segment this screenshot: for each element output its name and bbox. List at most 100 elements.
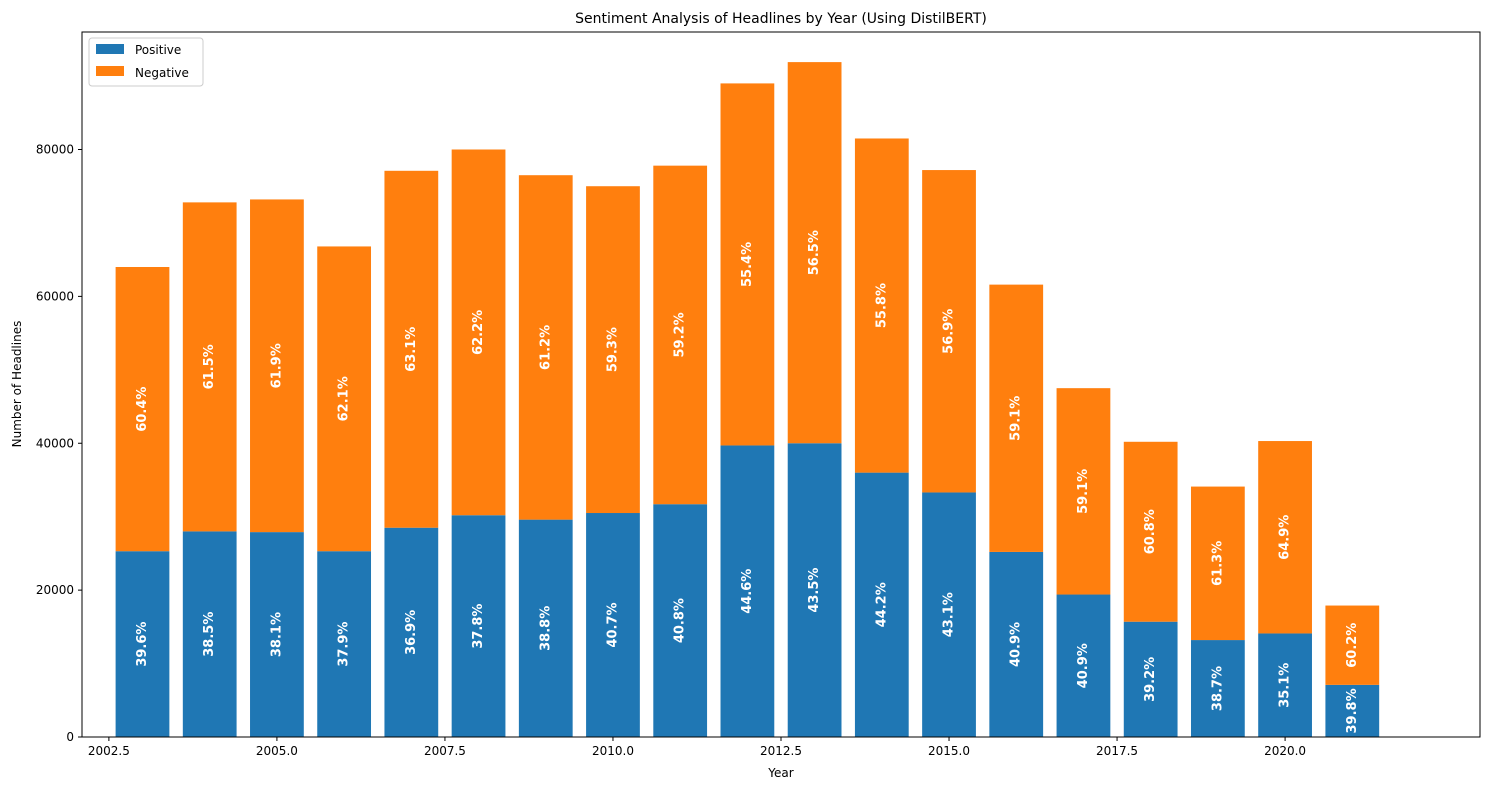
bar-label-negative-2008: 62.2%	[471, 310, 486, 355]
bar-positive-2014	[854, 472, 909, 737]
bar-positive-2019	[1190, 640, 1245, 737]
bar-label-positive-2015: 43.1%	[942, 592, 957, 637]
bar-negative-2017	[1056, 388, 1111, 595]
x-tick-label: 2005.0	[256, 744, 298, 758]
bar-negative-2014	[854, 138, 909, 473]
bar-positive-2005	[250, 532, 304, 737]
y-tick-label: 80000	[36, 143, 74, 157]
bar-negative-2016	[989, 284, 1044, 552]
bar-positive-2007	[384, 527, 439, 737]
bar-positive-2008	[451, 515, 506, 737]
bar-label-negative-2012: 55.4%	[740, 242, 755, 287]
y-tick-label: 60000	[36, 289, 74, 303]
bar-positive-2009	[518, 519, 573, 737]
bar-label-negative-2019: 61.3%	[1210, 541, 1225, 586]
bar-label-positive-2005: 38.1%	[269, 612, 284, 657]
bar-label-positive-2020: 35.1%	[1278, 663, 1293, 708]
bar-label-positive-2009: 38.8%	[538, 606, 553, 651]
bar-positive-2004	[182, 531, 237, 737]
bar-negative-2008	[451, 149, 506, 516]
bar-label-negative-2005: 61.9%	[269, 343, 284, 388]
bar-negative-2021	[1325, 605, 1380, 685]
bar-negative-2013	[787, 62, 842, 444]
bar-label-positive-2016: 40.9%	[1009, 622, 1024, 667]
bar-label-negative-2007: 63.1%	[404, 327, 419, 372]
x-tick-label: 2017.5	[1096, 744, 1138, 758]
bar-negative-2005	[250, 199, 304, 533]
bar-positive-2012	[720, 445, 775, 737]
bar-label-negative-2014: 55.8%	[874, 283, 889, 328]
x-tick-label: 2010.0	[592, 744, 634, 758]
bar-label-positive-2008: 37.8%	[471, 604, 486, 649]
bar-label-negative-2004: 61.5%	[202, 344, 217, 389]
x-tick-label: 2020.0	[1264, 744, 1306, 758]
bar-label-negative-2021: 60.2%	[1345, 623, 1360, 668]
bar-positive-2011	[653, 504, 708, 737]
y-axis-title: Number of Headlines	[10, 321, 24, 448]
bar-label-negative-2016: 59.1%	[1009, 396, 1024, 441]
x-tick-label: 2015.0	[928, 744, 970, 758]
bar-label-negative-2020: 64.9%	[1278, 515, 1293, 560]
chart-title: Sentiment Analysis of Headlines by Year …	[575, 11, 987, 27]
bar-label-positive-2019: 38.7%	[1210, 666, 1225, 711]
y-tick-label: 40000	[36, 436, 74, 450]
x-tick-label: 2007.5	[424, 744, 466, 758]
bar-label-negative-2010: 59.3%	[605, 327, 620, 372]
bar-negative-2010	[586, 186, 640, 514]
x-axis-title: Year	[767, 766, 793, 780]
legend-swatch-negative	[96, 66, 124, 76]
y-tick-label: 20000	[36, 583, 74, 597]
bar-positive-2003	[115, 551, 170, 737]
legend-label-negative: Negative	[135, 66, 189, 80]
bars-layer	[115, 62, 1380, 737]
bar-label-positive-2011: 40.8%	[673, 598, 688, 643]
bar-label-positive-2006: 37.9%	[337, 622, 352, 667]
bar-negative-2011	[653, 165, 708, 505]
legend-label-positive: Positive	[135, 43, 181, 57]
bar-positive-2018	[1123, 621, 1178, 737]
bar-label-positive-2018: 39.2%	[1143, 657, 1158, 702]
bar-label-positive-2007: 36.9%	[404, 610, 419, 655]
bar-negative-2018	[1123, 441, 1178, 622]
y-tick-label: 0	[66, 730, 74, 744]
bar-negative-2006	[317, 246, 372, 552]
bar-positive-2006	[317, 551, 372, 737]
bar-negative-2020	[1258, 441, 1312, 634]
x-tick-label: 2012.5	[760, 744, 802, 758]
legend: Positive Negative	[88, 37, 204, 87]
bar-label-negative-2011: 59.2%	[673, 312, 688, 357]
bar-label-positive-2014: 44.2%	[874, 582, 889, 627]
bar-positive-2017	[1056, 594, 1111, 737]
percentage-labels-layer: 39.6% 60.4% 38.5% 61.5% 38.1% 61.9% 37.9% 62.1%…	[135, 230, 1360, 733]
bar-label-negative-2003: 60.4%	[135, 387, 150, 432]
bar-label-negative-2015: 56.9%	[942, 309, 957, 354]
x-axis: 2002.5 2005.0 2007.5 2010.0 2012.5 2015.0 2017…	[88, 737, 1306, 758]
bar-positive-2020	[1258, 633, 1312, 737]
bar-positive-2013	[787, 443, 842, 737]
bar-label-positive-2017: 40.9%	[1076, 643, 1091, 688]
bar-label-positive-2013: 43.5%	[807, 568, 822, 613]
bar-label-positive-2010: 40.7%	[605, 602, 620, 647]
bar-label-positive-2012: 44.6%	[740, 569, 755, 614]
legend-swatch-positive	[96, 44, 124, 54]
bar-positive-2015	[922, 492, 976, 737]
bar-label-negative-2006: 62.1%	[337, 376, 352, 421]
bar-label-negative-2009: 61.2%	[538, 325, 553, 370]
bar-negative-2015	[922, 170, 976, 493]
bar-label-positive-2003: 39.6%	[135, 622, 150, 667]
bar-negative-2004	[182, 202, 237, 532]
bar-label-positive-2021: 39.8%	[1345, 688, 1360, 733]
x-tick-label: 2002.5	[88, 744, 130, 758]
bar-positive-2016	[989, 551, 1044, 737]
bar-label-negative-2018: 60.8%	[1143, 509, 1158, 554]
bar-label-positive-2004: 38.5%	[202, 612, 217, 657]
y-axis: 0 20000 40000 60000 80000	[36, 143, 82, 744]
bar-label-negative-2013: 56.5%	[807, 230, 822, 275]
bar-label-negative-2017: 59.1%	[1076, 469, 1091, 514]
bar-negative-2007	[384, 170, 439, 528]
bar-negative-2012	[720, 83, 775, 446]
bar-negative-2009	[518, 175, 573, 520]
bar-negative-2003	[115, 267, 170, 552]
bar-positive-2010	[586, 513, 640, 737]
